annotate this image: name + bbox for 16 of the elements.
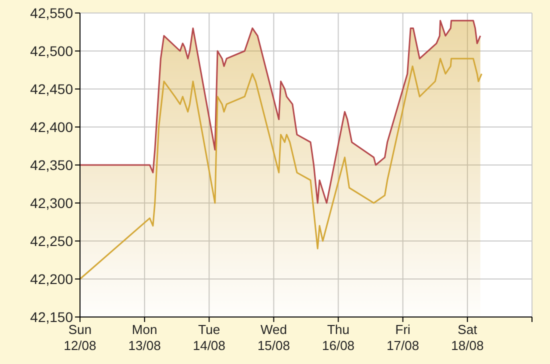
y-tick-label: 42,550 xyxy=(30,4,74,21)
x-tick-label: Wed 15/08 xyxy=(257,322,290,353)
x-tick-label: Thu 16/08 xyxy=(322,322,355,353)
y-tick-label: 42,400 xyxy=(30,118,74,135)
x-tick-label: Mon 13/08 xyxy=(128,322,161,353)
x-tick-label: Fri 17/08 xyxy=(386,322,420,353)
y-tick-label: 42,150 xyxy=(30,308,74,325)
y-tick-label: 42,300 xyxy=(30,194,74,211)
y-tick-label: 42,450 xyxy=(30,80,74,97)
y-tick-label: 42,250 xyxy=(30,232,74,249)
y-tick-label: 42,200 xyxy=(30,270,74,287)
x-tick-label: Sun 12/08 xyxy=(64,322,96,353)
x-tick-label: Sat 18/08 xyxy=(451,322,484,353)
y-tick-label: 42,350 xyxy=(30,156,74,173)
x-tick-label: Tue 14/08 xyxy=(192,322,226,353)
y-tick-label: 42,500 xyxy=(30,42,74,59)
